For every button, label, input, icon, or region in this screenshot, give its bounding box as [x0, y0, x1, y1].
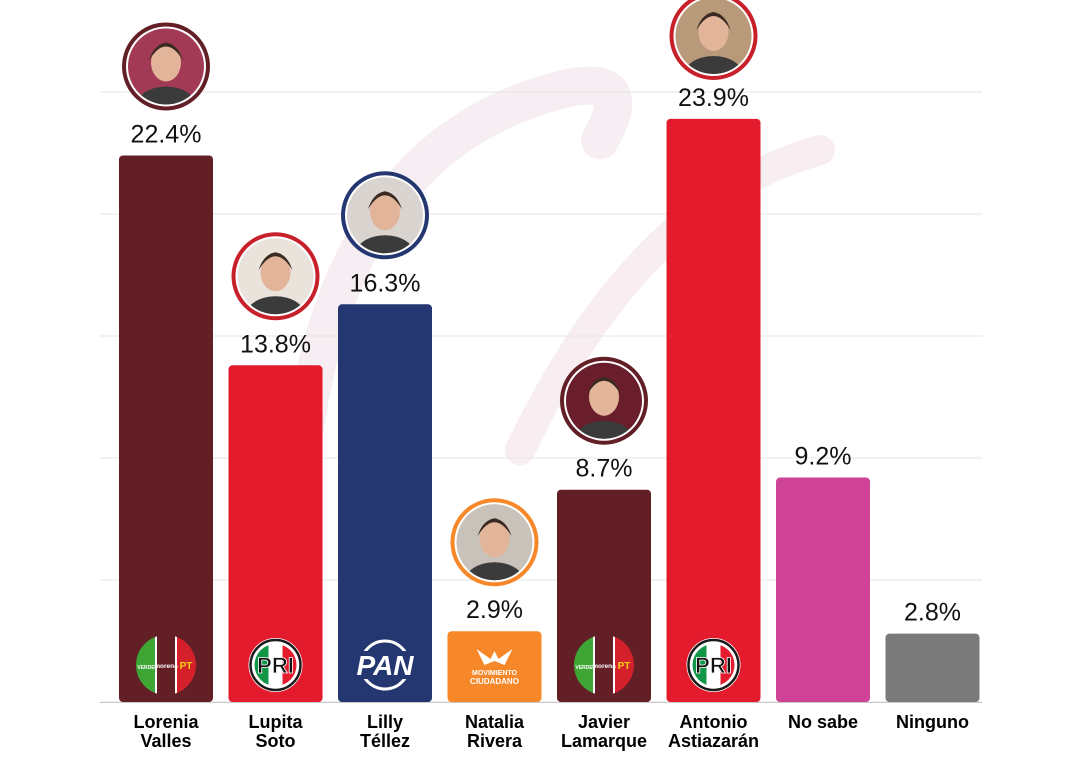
pt-segment: [176, 635, 196, 695]
verde-segment: [574, 635, 594, 695]
morena-logo-text: morena: [154, 663, 178, 670]
javier-lamarque-photo: [566, 362, 642, 439]
pt-segment: [614, 635, 634, 695]
antonio-astiazaran-photo-group: [669, 0, 758, 80]
bars-layer: VERDE morena PT PRI PAN MOVIMIENTOCIUDADANOVE…: [119, 118, 980, 703]
category-label-1: Lorenia Valles: [133, 712, 199, 751]
pri-icon: PRI: [248, 638, 303, 692]
pt-logo-text: PT: [180, 661, 193, 672]
verde-logo-text: VERDE: [575, 665, 593, 671]
morena-segment: [156, 635, 176, 695]
pri-white: [706, 644, 721, 686]
bar-2: [228, 365, 323, 702]
lorenia-valles-photo-group: [122, 22, 210, 111]
morena-logo-text: morena: [592, 663, 616, 670]
watermark-stroke: [505, 135, 835, 465]
category-label-7: No sabe: [788, 712, 858, 732]
pan-icon: PAN: [353, 639, 417, 691]
pri-red: [282, 644, 297, 686]
mc-eagle-mark: [476, 649, 513, 665]
mc-logo-text-line2: CIUDADANO: [470, 677, 519, 686]
value-label-8: 2.8%: [904, 599, 961, 627]
morena-coalition-icon: VERDE morena PT: [574, 635, 634, 695]
morena-coalition-icon: VERDE morena PT: [136, 635, 196, 695]
watermark-logo: [281, 66, 835, 489]
verde-segment: [136, 635, 156, 695]
natalia-rivera-photo-group: [450, 498, 539, 587]
value-label-4: 2.9%: [466, 596, 523, 624]
value-label-6: 23.9%: [678, 84, 749, 112]
pri-logo-ring: [249, 638, 302, 692]
natalia-rivera-photo: [456, 504, 533, 581]
pri-logo-text: PRI: [257, 653, 294, 678]
bar-8: [885, 633, 980, 702]
category-label-3: Lilly Téllez: [360, 712, 410, 751]
value-label-3: 16.3%: [350, 269, 421, 297]
morena-segment: [594, 635, 614, 695]
pri-logo-ring: [687, 638, 740, 692]
pan-logo-text: PAN: [356, 650, 414, 681]
category-label-2: Lupita Soto: [249, 712, 304, 751]
pri-white: [268, 644, 283, 686]
pri-icon: PRI: [686, 638, 741, 692]
bar-4: [447, 631, 542, 702]
watermark-stroke: [281, 66, 633, 489]
pt-logo-text: PT: [618, 661, 631, 672]
lupita-soto-photo: [237, 238, 314, 315]
pri-red: [720, 644, 735, 686]
bar-1: [119, 155, 213, 702]
javier-lamarque-photo-group: [560, 356, 648, 445]
pri-logo-text: PRI: [695, 653, 732, 678]
value-label-1: 22.4%: [131, 120, 202, 148]
lupita-soto-photo-group: [231, 232, 320, 321]
mc-logo-text-line1: MOVIMIENTO: [472, 670, 518, 677]
pri-green: [692, 644, 707, 686]
bar-7: [776, 477, 870, 702]
value-label-7: 9.2%: [795, 443, 852, 471]
bar-6: [666, 118, 761, 703]
lilly-tellez-photo: [347, 177, 423, 254]
verde-logo-text: VERDE: [137, 665, 155, 671]
category-label-6: Antonio Astiazarán: [668, 712, 759, 751]
value-label-2: 13.8%: [240, 330, 311, 358]
pri-green: [254, 644, 269, 686]
labels-layer: 22.4% Lorenia Valles 13.8% Lupita Soto 16.3% Li…: [122, 0, 969, 751]
category-label-8: Ninguno: [896, 712, 969, 732]
category-label-4: Natalia Rivera: [465, 712, 525, 751]
value-label-5: 8.7%: [576, 455, 633, 483]
lilly-tellez-photo-group: [341, 171, 429, 260]
pan-logo-band: [353, 651, 417, 679]
antonio-astiazaran-photo: [675, 0, 752, 74]
lorenia-valles-photo: [128, 28, 204, 105]
bar-3: [338, 304, 432, 702]
category-label-5: Javier Lamarque: [561, 712, 647, 751]
